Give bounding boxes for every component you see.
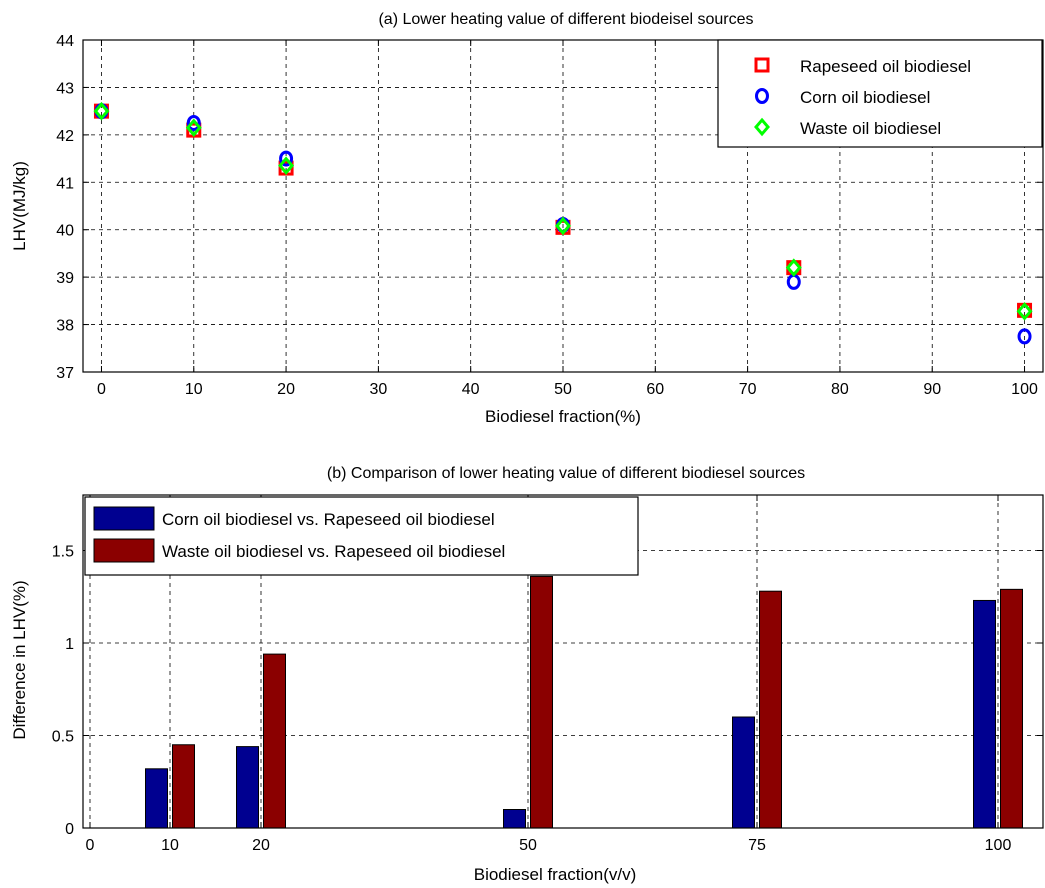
chart-a-point-circle <box>1017 328 1032 345</box>
chart-a-point-diamond <box>93 101 110 121</box>
chart-b-bar-series-1 <box>263 653 286 829</box>
chart-a-x-tick-label: 50 <box>554 381 572 398</box>
chart-b-x-tick-label: 0 <box>86 837 95 854</box>
chart-b-legend-label: Waste oil biodiesel vs. Rapeseed oil bio… <box>162 542 505 561</box>
chart-b-y-tick-label: 0 <box>65 821 74 838</box>
chart-a-x-tick-label: 90 <box>923 381 941 398</box>
chart-a-legend-label: Waste oil biodiesel <box>800 119 941 138</box>
chart-b-y-tick-label: 1.5 <box>52 544 74 561</box>
chart-b-bar-series-0 <box>732 716 755 829</box>
chart-b-legend-swatch <box>93 506 155 531</box>
chart-b-bar-series-0 <box>503 809 526 829</box>
chart-b-bar-series-0 <box>973 599 996 829</box>
chart-b-x-tick-label: 50 <box>519 837 537 854</box>
chart-b-bar-series-1 <box>530 575 553 829</box>
chart-a-legend-box <box>717 39 1043 148</box>
chart-a-grid <box>83 39 1043 373</box>
chart-a-point-diamond <box>278 156 295 175</box>
chart-a-x-tick-label: 30 <box>369 381 387 398</box>
chart-b-xlabel: Biodiesel fraction(v/v) <box>474 865 637 884</box>
chart-a-y-ticks: 37 38 39 40 41 42 43 44 <box>56 33 1043 382</box>
chart-b-ylabel: Difference in LHV(%) <box>10 580 29 739</box>
chart-b-legend-label: Corn oil biodiesel vs. Rapeseed oil biod… <box>162 510 495 529</box>
chart-a-legend-label: Corn oil biodiesel <box>800 88 930 107</box>
chart-a-point-circle <box>786 273 801 290</box>
chart-a-x-tick-label: 40 <box>462 381 480 398</box>
chart-a-x-tick-label: 0 <box>97 381 106 398</box>
chart-b-x-tick-label: 20 <box>252 837 270 854</box>
chart-b-frame <box>82 494 1044 829</box>
chart-b-bars <box>145 575 1023 829</box>
chart-b-bar-series-0 <box>236 746 259 829</box>
chart-a-legend-label: Rapeseed oil biodiesel <box>800 57 971 76</box>
chart-a-y-tick-label: 40 <box>56 223 74 240</box>
chart-a-x-ticks: 0 10 20 30 40 50 60 70 80 90 100 <box>97 40 1038 398</box>
chart-a-x-tick-label: 20 <box>277 381 295 398</box>
chart-a-ylabel: LHV(MJ/kg) <box>10 161 29 251</box>
chart-a-legend-marker-square <box>754 57 770 73</box>
chart-a-x-tick-label: 80 <box>831 381 849 398</box>
chart-a-y-tick-label: 43 <box>56 80 74 97</box>
chart-a-legend-marker-circle <box>755 88 769 104</box>
chart-b: (b) Comparison of lower heating value of… <box>10 465 1044 884</box>
chart-a-point-diamond <box>785 258 802 277</box>
chart-a-x-tick-label: 10 <box>185 381 203 398</box>
chart-b-bar-series-1 <box>759 590 782 829</box>
chart-b-legend-swatch <box>93 538 155 563</box>
chart-b-bar-series-1 <box>1000 588 1023 829</box>
chart-b-legend-box <box>84 496 639 576</box>
chart-a-point-diamond <box>185 118 202 138</box>
chart-b-y-tick-label: 1 <box>65 636 74 653</box>
chart-a-title: (a) Lower heating value of different bio… <box>378 11 753 28</box>
chart-b-legend: Corn oil biodiesel vs. Rapeseed oil biod… <box>84 496 639 576</box>
chart-a-point-circle <box>279 150 294 167</box>
chart-a-point-diamond <box>1016 301 1033 321</box>
chart-b-x-ticks: 0 10 20 50 75 100 <box>86 495 1012 854</box>
chart-a-y-tick-label: 37 <box>56 365 74 382</box>
chart-a-points <box>93 101 1033 345</box>
chart-a-point-circle <box>186 115 201 131</box>
chart-a-y-tick-label: 38 <box>56 318 74 335</box>
chart-b-x-tick-label: 75 <box>748 837 766 854</box>
chart-a-xlabel: Biodiesel fraction(%) <box>485 407 641 426</box>
chart-a-y-tick-label: 42 <box>56 128 74 145</box>
chart-b-x-tick-label: 10 <box>161 837 179 854</box>
chart-a-y-tick-label: 41 <box>56 175 74 192</box>
chart-a-x-tick-label: 70 <box>739 381 757 398</box>
chart-a: (a) Lower heating value of different bio… <box>10 11 1044 426</box>
chart-b-bar-series-0 <box>145 768 168 829</box>
chart-b-y-tick-label: 0.5 <box>52 729 74 746</box>
chart-b-x-tick-label: 100 <box>985 837 1012 854</box>
chart-a-legend: Rapeseed oil biodiesel Corn oil biodiesel… <box>717 39 1043 148</box>
chart-b-title: (b) Comparison of lower heating value of… <box>327 465 805 482</box>
chart-b-bar-series-1 <box>172 744 195 829</box>
chart-b-y-ticks: 0 0.5 1 1.5 <box>52 544 1043 838</box>
chart-a-y-tick-label: 44 <box>56 33 74 50</box>
chart-a-x-tick-label: 100 <box>1011 381 1038 398</box>
chart-a-legend-marker-diamond <box>754 117 770 137</box>
chart-a-point-diamond <box>555 216 571 236</box>
chart-a-x-tick-label: 60 <box>646 381 664 398</box>
chart-a-y-tick-label: 39 <box>56 270 74 287</box>
